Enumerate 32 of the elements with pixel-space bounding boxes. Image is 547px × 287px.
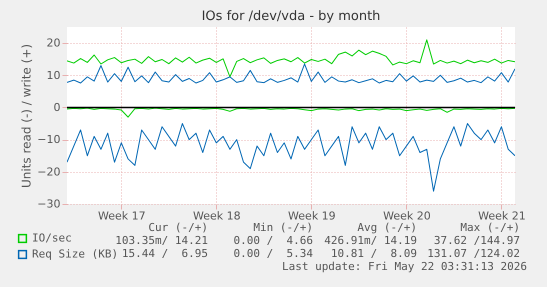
- text: 0.00 / 4.66: [234, 234, 313, 247]
- text: 0.00 / 5.34: [234, 247, 313, 260]
- y-tick-label: 10: [46, 68, 60, 82]
- line-series: [67, 108, 515, 118]
- chart-title: IOs for /dev/vda - by month: [202, 9, 380, 24]
- text: 10.81 / 8.09: [330, 247, 417, 260]
- y-tick-label: −30: [37, 198, 60, 210]
- text: 426.91m/ 14.19: [324, 234, 417, 247]
- x-tick-label: Week 18: [193, 210, 241, 222]
- x-tick-label: Week 17: [98, 210, 146, 222]
- x-tick-label: Week 20: [383, 210, 431, 222]
- text: Min (-/+): [253, 221, 313, 234]
- text: 37.62 /144.97: [434, 234, 520, 247]
- y-tick-label: −20: [37, 165, 60, 178]
- text: 15.44 / 6.95: [122, 247, 208, 260]
- y-tick-label: −10: [37, 133, 60, 146]
- text: Cur (-/+): [148, 221, 208, 234]
- text: Avg (-/+): [357, 221, 417, 234]
- x-tick-label: Week 21: [478, 210, 526, 222]
- line-series: [67, 39, 515, 78]
- line-series: [67, 123, 515, 192]
- y-tick-label: 0: [54, 100, 60, 114]
- text: 103.35m/ 14.21: [115, 234, 208, 247]
- legend-label: IO/sec: [32, 232, 72, 244]
- y-axis-title: Units read (-) / write (+): [19, 44, 34, 188]
- legend-label: Req Size (KB): [32, 248, 118, 260]
- x-tick-label: Week 19: [288, 210, 336, 222]
- text: 131.07 /124.02: [427, 247, 520, 260]
- line-series: [67, 64, 515, 84]
- y-tick-label: 20: [46, 36, 60, 50]
- text: Last update: Fri May 22 03:31:13 2026: [282, 260, 527, 273]
- text: Max (-/+): [460, 221, 520, 234]
